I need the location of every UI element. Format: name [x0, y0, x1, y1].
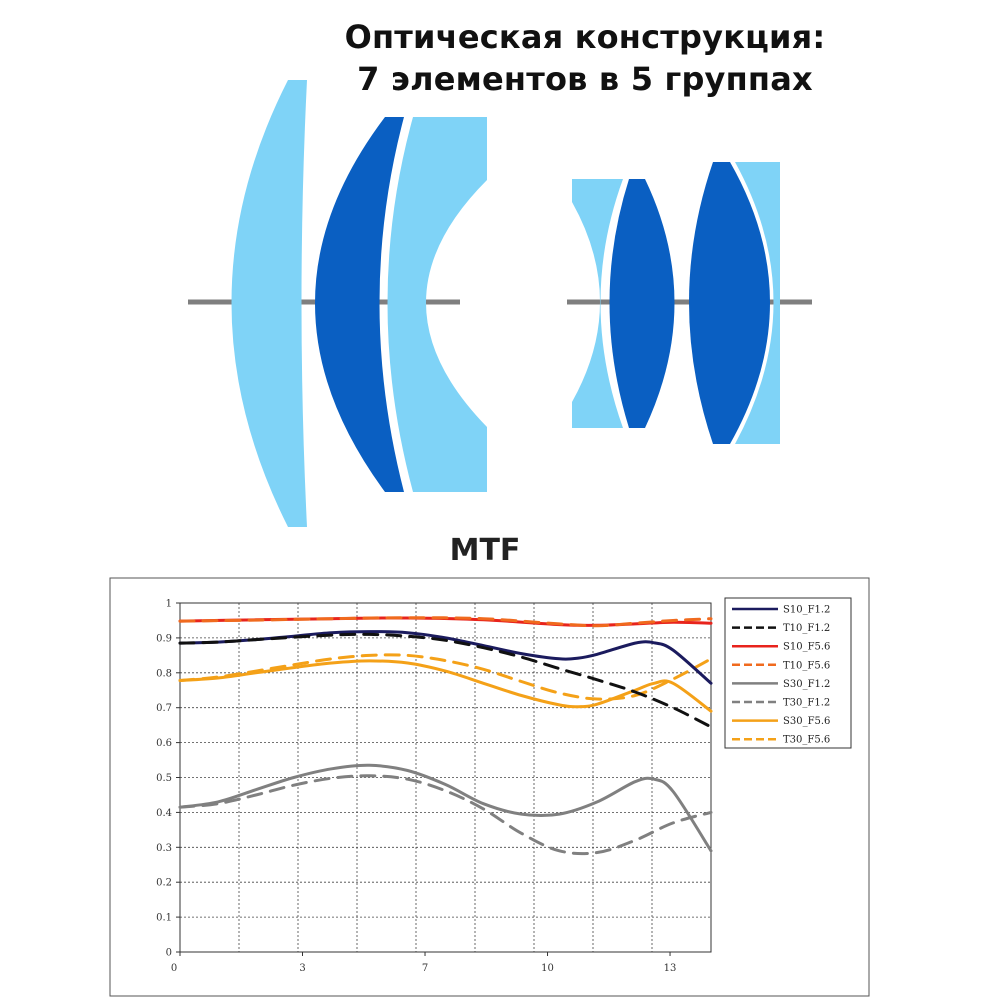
legend-box — [724, 597, 852, 749]
series-line-s30-f5-6 — [178, 659, 713, 713]
lens-element-3 — [387, 117, 487, 492]
legend-label: T10_F5.6 — [783, 660, 830, 671]
series-line-t30-f1-2 — [178, 774, 713, 856]
legend-label: S30_F1.2 — [783, 679, 830, 690]
y-tick-label: 0.3 — [156, 843, 172, 854]
title-line-1: Оптическая конструкция: — [344, 18, 826, 56]
series-line-t10-f1-2 — [178, 632, 713, 729]
series-line-s30-f1-2 — [178, 763, 713, 853]
lens-element-7 — [735, 162, 780, 444]
legend-label: S10_F1.2 — [783, 605, 830, 616]
x-tick-label: 3 — [299, 963, 305, 974]
page-title: Оптическая конструкция: 7 элементов в 5 … — [250, 16, 920, 100]
legend-label: T30_F1.2 — [783, 698, 830, 709]
y-tick-label: 0.9 — [156, 633, 172, 644]
y-tick-label: 0.1 — [156, 913, 172, 924]
legend-label: S30_F5.6 — [783, 716, 830, 727]
x-tick-label: 13 — [664, 963, 677, 974]
y-axis-ticks: 0 0.1 0.2 0.3 0.4 0.5 0.6 0.7 0.8 0.9 1 — [156, 599, 180, 959]
y-tick-label: 0.2 — [156, 878, 172, 889]
legend-label: T30_F5.6 — [783, 735, 830, 746]
y-tick-label: 0.4 — [156, 808, 172, 819]
lens-diagram — [188, 80, 812, 527]
mtf-chart-title: MTF — [449, 533, 521, 568]
legend-label: T10_F1.2 — [783, 623, 830, 634]
y-tick-label: 1 — [166, 599, 172, 610]
y-tick-label: 0 — [166, 948, 172, 959]
y-tick-label: 0.5 — [156, 773, 172, 784]
series-line-t10-f5-6 — [178, 616, 713, 628]
x-axis-ticks: 0 3 7 10 13 — [171, 952, 677, 974]
x-tick-label: 7 — [422, 963, 428, 974]
y-tick-label: 0.8 — [156, 668, 172, 679]
mtf-chart: 0 0.1 0.2 0.3 0.4 0.5 0.6 0.7 0.8 0.9 1 0 3 7 10 13 S1… — [109, 577, 870, 997]
x-tick-label: 10 — [541, 963, 554, 974]
legend-label: S10_F5.6 — [783, 642, 830, 653]
y-tick-label: 0.7 — [156, 703, 172, 714]
y-tick-label: 0.6 — [156, 738, 172, 749]
series-line-t30-f5-6 — [178, 653, 713, 701]
x-tick-label: 0 — [171, 963, 177, 974]
chart-legend: S10_F1.2 T10_F1.2 S10_F5.6 T10_F5.6 S30_F1.2… — [724, 597, 852, 749]
lens-element-4 — [572, 179, 623, 428]
lens-element-6 — [689, 162, 770, 444]
chart-series — [178, 616, 713, 856]
lens-element-5 — [609, 179, 675, 428]
lens-element-2 — [315, 117, 404, 492]
title-line-2: 7 элементов в 5 группах — [357, 60, 813, 98]
lens-element-1 — [231, 80, 307, 527]
